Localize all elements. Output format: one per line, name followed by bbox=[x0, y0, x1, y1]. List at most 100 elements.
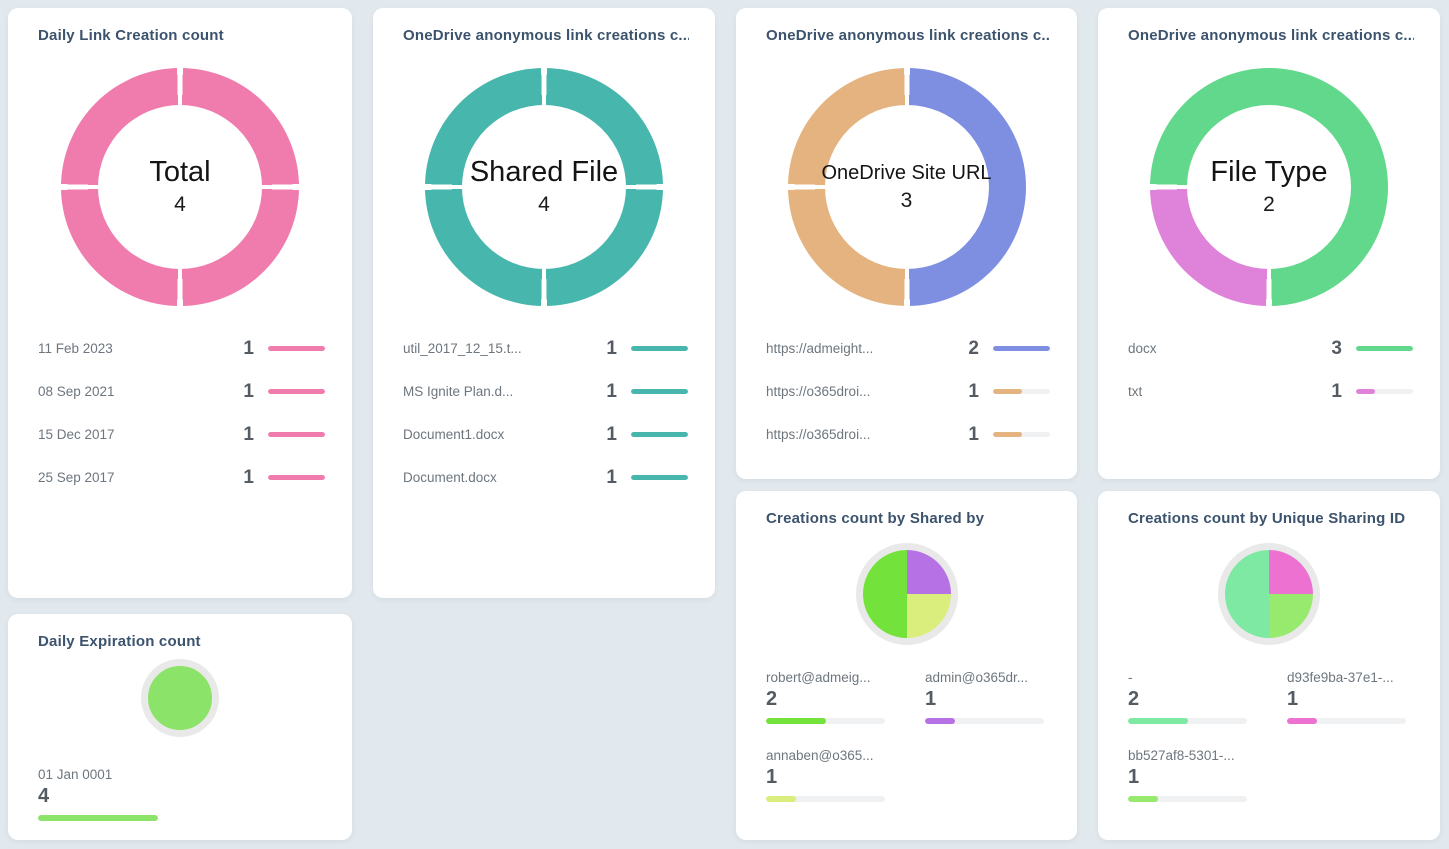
legend-cell[interactable]: - 2 bbox=[1128, 670, 1247, 724]
legend-label: 11 Feb 2023 bbox=[38, 341, 113, 356]
donut-center-title: File Type bbox=[1210, 155, 1328, 188]
legend: - 2 d93fe9ba-37e1-... 1 bb527af8-5301-..… bbox=[1128, 670, 1407, 802]
pie-chart-unique-sharing-id[interactable] bbox=[1218, 543, 1320, 645]
legend-value: 4 bbox=[38, 785, 50, 807]
legend-label: Document1.docx bbox=[403, 427, 505, 442]
donut-center-value: 3 bbox=[900, 188, 913, 212]
legend-cell[interactable]: admin@o365dr... 1 bbox=[925, 670, 1044, 724]
legend-bar bbox=[268, 389, 325, 394]
legend-bar bbox=[993, 432, 1050, 437]
legend-row[interactable]: https://o365droi... 1 bbox=[736, 370, 1077, 413]
legend-bar bbox=[1287, 718, 1406, 724]
donut-chart-daily-link-creation[interactable]: Total 4 bbox=[61, 68, 299, 306]
legend-value: 1 bbox=[968, 380, 979, 402]
legend-row[interactable]: Document.docx 1 bbox=[373, 456, 715, 499]
card-title: Creations count by Shared by bbox=[766, 510, 985, 527]
legend: util_2017_12_15.t... 1 MS Ignite Plan.d.… bbox=[373, 327, 715, 499]
legend-value: 1 bbox=[243, 423, 254, 445]
card-title: Creations count by Unique Sharing ID bbox=[1128, 510, 1406, 527]
legend-bar bbox=[268, 475, 325, 480]
card-shared-file: OneDrive anonymous link creations c... S… bbox=[373, 8, 715, 598]
legend-row[interactable]: https://admeight... 2 bbox=[736, 327, 1077, 370]
legend-label: https://admeight... bbox=[766, 341, 874, 356]
donut-center-value: 4 bbox=[538, 193, 550, 217]
legend-label: txt bbox=[1128, 384, 1143, 399]
legend-bar bbox=[631, 346, 688, 351]
card-daily-link-creation-count: Daily Link Creation count Total 4 11 Feb… bbox=[8, 8, 352, 598]
legend-label: annaben@o365... bbox=[766, 748, 874, 763]
legend-cell[interactable]: 01 Jan 0001 4 bbox=[38, 767, 158, 821]
legend-bar bbox=[1356, 389, 1413, 394]
legend-bar bbox=[766, 718, 885, 724]
donut-center: OneDrive Site URL 3 bbox=[821, 105, 992, 269]
legend-label: https://o365droi... bbox=[766, 427, 871, 442]
legend-row[interactable]: 11 Feb 2023 1 bbox=[8, 327, 352, 370]
legend-label: bb527af8-5301-... bbox=[1128, 748, 1235, 763]
legend-bar bbox=[1128, 718, 1247, 724]
card-daily-expiration-count: Daily Expiration count 01 Jan 0001 4 bbox=[8, 614, 352, 840]
legend-row[interactable]: util_2017_12_15.t... 1 bbox=[373, 327, 715, 370]
legend-value: 1 bbox=[766, 766, 778, 788]
legend-value: 1 bbox=[606, 337, 617, 359]
legend-row[interactable]: 15 Dec 2017 1 bbox=[8, 413, 352, 456]
legend-label: Document.docx bbox=[403, 470, 497, 485]
legend-value: 1 bbox=[606, 466, 617, 488]
legend-row[interactable]: 25 Sep 2017 1 bbox=[8, 456, 352, 499]
legend-label: 25 Sep 2017 bbox=[38, 470, 115, 485]
legend-row[interactable]: docx 3 bbox=[1098, 327, 1440, 370]
pie-chart-shared-by[interactable] bbox=[855, 543, 958, 645]
legend-cell[interactable]: bb527af8-5301-... 1 bbox=[1128, 748, 1247, 802]
legend-bar bbox=[925, 718, 1044, 724]
legend-label: 08 Sep 2021 bbox=[38, 384, 115, 399]
card-title: Daily Link Creation count bbox=[38, 27, 224, 44]
card-title: OneDrive anonymous link creations c... bbox=[403, 27, 689, 44]
donut-chart-file-type[interactable]: File Type 2 bbox=[1150, 68, 1388, 306]
legend-cell[interactable]: robert@admeig... 2 bbox=[766, 670, 885, 724]
legend-label: 01 Jan 0001 bbox=[38, 767, 113, 782]
legend-label: robert@admeig... bbox=[766, 670, 871, 685]
legend-cell[interactable]: d93fe9ba-37e1-... 1 bbox=[1287, 670, 1406, 724]
donut-center-title: Total bbox=[149, 155, 211, 188]
card-title: Daily Expiration count bbox=[38, 633, 201, 650]
legend-value: 1 bbox=[243, 380, 254, 402]
legend-value: 1 bbox=[968, 423, 979, 445]
legend-value: 1 bbox=[243, 466, 254, 488]
legend-bar bbox=[766, 796, 885, 802]
legend-bar bbox=[38, 815, 158, 821]
legend-label: https://o365droi... bbox=[766, 384, 871, 399]
legend: docx 3 txt 1 bbox=[1098, 327, 1440, 413]
donut-chart-shared-file[interactable]: Shared File 4 bbox=[425, 68, 663, 306]
card-title: OneDrive anonymous link creations c... bbox=[1128, 27, 1414, 44]
legend-value: 1 bbox=[1331, 380, 1342, 402]
legend-bar bbox=[993, 346, 1050, 351]
card-onedrive-site-url: OneDrive anonymous link creations c... O… bbox=[736, 8, 1077, 479]
card-creations-by-unique-sharing-id: Creations count by Unique Sharing ID - 2… bbox=[1098, 491, 1440, 840]
legend-label: docx bbox=[1128, 341, 1157, 356]
card-creations-by-shared-by: Creations count by Shared by robert@adme… bbox=[736, 491, 1077, 840]
legend-label: d93fe9ba-37e1-... bbox=[1287, 670, 1394, 685]
donut-center: File Type 2 bbox=[1187, 105, 1351, 269]
legend-row[interactable]: MS Ignite Plan.d... 1 bbox=[373, 370, 715, 413]
legend-row[interactable]: Document1.docx 1 bbox=[373, 413, 715, 456]
legend-value: 2 bbox=[766, 688, 778, 710]
legend-value: 1 bbox=[1287, 688, 1299, 710]
donut-center: Shared File 4 bbox=[462, 105, 626, 269]
legend-row[interactable]: txt 1 bbox=[1098, 370, 1440, 413]
legend-label: MS Ignite Plan.d... bbox=[403, 384, 514, 399]
donut-center-value: 2 bbox=[1263, 193, 1275, 217]
legend-value: 1 bbox=[606, 423, 617, 445]
legend-row[interactable]: https://o365droi... 1 bbox=[736, 413, 1077, 456]
legend-label: admin@o365dr... bbox=[925, 670, 1029, 685]
legend-value: 1 bbox=[243, 337, 254, 359]
legend-row[interactable]: 08 Sep 2021 1 bbox=[8, 370, 352, 413]
donut-chart-site-url[interactable]: OneDrive Site URL 3 bbox=[787, 68, 1026, 306]
legend-value: 2 bbox=[1128, 688, 1140, 710]
legend: https://admeight... 2 https://o365droi..… bbox=[736, 327, 1077, 456]
legend: 01 Jan 0001 4 bbox=[38, 767, 319, 821]
legend-cell[interactable]: annaben@o365... 1 bbox=[766, 748, 885, 802]
card-title: OneDrive anonymous link creations c... bbox=[766, 27, 1051, 44]
legend-bar bbox=[631, 432, 688, 437]
donut-center-title: OneDrive Site URL bbox=[821, 161, 992, 184]
pie-chart-daily-expiration[interactable] bbox=[141, 659, 219, 737]
